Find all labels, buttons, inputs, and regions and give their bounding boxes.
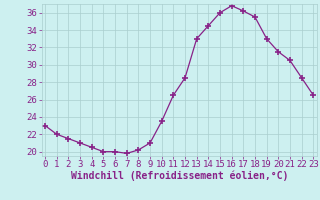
X-axis label: Windchill (Refroidissement éolien,°C): Windchill (Refroidissement éolien,°C) (70, 171, 288, 181)
